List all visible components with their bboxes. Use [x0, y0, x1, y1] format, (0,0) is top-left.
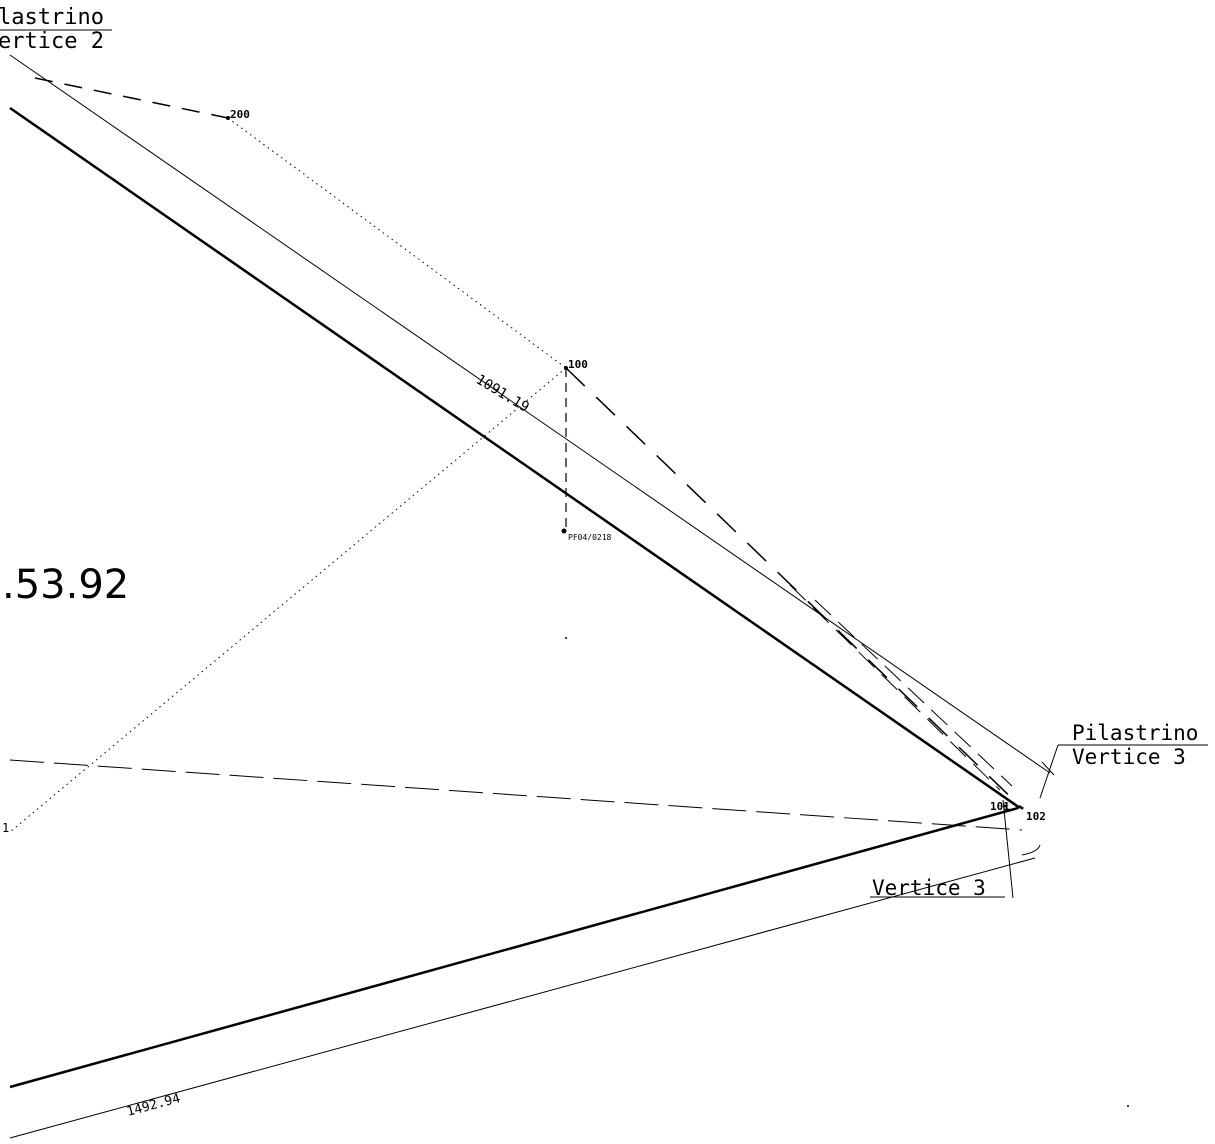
point-100-label: 100	[568, 358, 588, 371]
double-dashed-line-a	[789, 584, 1001, 791]
point-102-label: 102	[1026, 810, 1046, 823]
upper-thin-boundary-line	[9, 54, 1051, 774]
upper-dimension-label: 1091.19	[473, 372, 532, 416]
vertex-leader-vertical	[1002, 799, 1014, 899]
vertex-curve-mark	[1021, 844, 1041, 856]
left-edge-mark: 1	[2, 821, 9, 835]
upper-thick-boundary-line	[9, 106, 1021, 810]
double-dashed-line-b	[814, 599, 1013, 787]
top-left-label-line2: ertice 2	[0, 29, 104, 54]
top-left-label-line1: lastrino	[0, 5, 104, 30]
point-200-label: 200	[230, 108, 250, 121]
dashed-line-to-200	[34, 77, 229, 119]
point-101-marker	[1003, 804, 1007, 808]
point-101-label: 101	[990, 800, 1010, 813]
dashed-line-100-102	[565, 367, 1023, 809]
lower-thin-dimension-line	[9, 857, 1036, 1139]
pilastrino-label: Pilastrino	[1072, 721, 1198, 745]
stray-dot-mark	[565, 637, 567, 639]
stray-dot-mark-2	[1127, 1105, 1129, 1107]
point-pf04-label: PF04/0218	[568, 533, 612, 542]
point-100-marker	[564, 366, 568, 370]
long-dashed-line-left-to-101	[9, 759, 1023, 831]
vertice-3-right-label: Vertice 3	[1072, 745, 1186, 769]
point-pf04-marker	[561, 528, 567, 534]
point-102-marker	[1020, 806, 1024, 810]
lower-dimension-label: 1492.94	[125, 1091, 182, 1120]
pilastrino-leader	[1039, 744, 1059, 799]
lower-thick-boundary-line	[9, 806, 1019, 1089]
point-200-marker	[226, 116, 230, 120]
vertice-3-lower-label: Vertice 3	[872, 876, 986, 900]
pilastrino-cross-mark	[1041, 761, 1055, 776]
dotted-line-200-100	[227, 117, 567, 369]
area-value-label: .53.92	[2, 562, 129, 608]
